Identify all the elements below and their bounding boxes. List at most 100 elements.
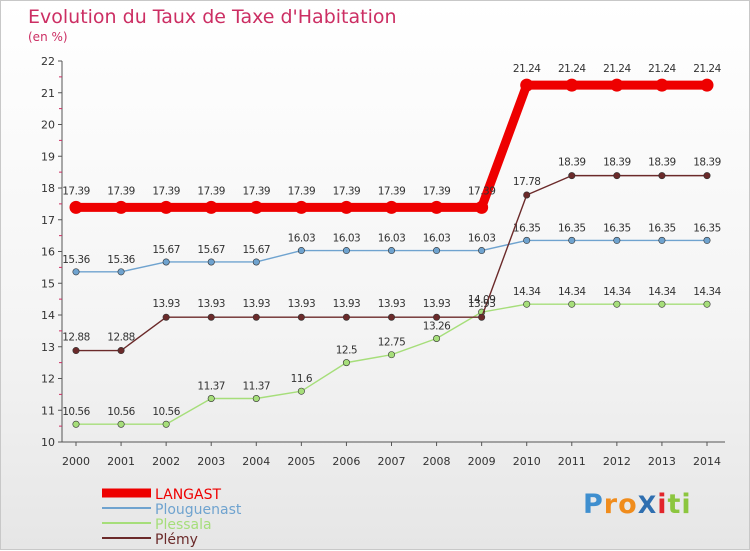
chart-title: Evolution du Taux de Taxe d'Habitation (28, 6, 397, 28)
proxiti-logo: ProXiti (583, 489, 692, 520)
x-tick-label: 2001 (107, 455, 135, 468)
data-point (159, 200, 173, 214)
y-tick-label: 11 (41, 404, 55, 417)
data-label: 21.24 (693, 63, 721, 75)
data-label: 13.93 (197, 298, 225, 310)
data-label: 16.35 (648, 222, 676, 234)
data-label: 16.35 (558, 222, 586, 234)
data-label: 16.03 (423, 233, 451, 245)
data-point (568, 172, 576, 180)
data-point (387, 351, 395, 359)
data-label: 12.88 (62, 332, 90, 344)
data-label: 17.39 (107, 185, 135, 197)
data-label: 13.93 (378, 298, 406, 310)
data-label: 17.39 (152, 185, 180, 197)
data-label: 15.67 (243, 244, 271, 256)
y-tick-label: 22 (41, 55, 55, 68)
data-point (297, 313, 305, 321)
data-point (568, 236, 576, 244)
x-tick-label: 2008 (423, 455, 451, 468)
data-label: 17.39 (333, 185, 361, 197)
data-point (207, 258, 215, 266)
data-point (613, 300, 621, 308)
data-point (523, 236, 531, 244)
data-label: 18.39 (603, 157, 631, 169)
x-tick-label: 2004 (242, 455, 270, 468)
data-point (117, 420, 125, 428)
y-tick-label: 13 (41, 341, 55, 354)
data-point (658, 300, 666, 308)
x-tick-label: 2000 (62, 455, 90, 468)
legend-label: Plouguenast (155, 502, 242, 518)
data-label: 16.03 (468, 233, 496, 245)
chart-subtitle: (en %) (28, 30, 68, 44)
data-point (252, 395, 260, 403)
y-tick-label: 17 (41, 214, 55, 227)
data-point (387, 313, 395, 321)
y-tick-label: 19 (41, 150, 55, 163)
x-tick-label: 2002 (152, 455, 180, 468)
logo-letter: t (667, 489, 682, 520)
data-point (523, 300, 531, 308)
data-label: 12.75 (378, 337, 406, 349)
data-point (655, 78, 669, 92)
data-label: 18.39 (693, 157, 721, 169)
data-label: 17.39 (62, 185, 90, 197)
data-label: 12.5 (336, 345, 357, 357)
y-tick-label: 20 (41, 119, 55, 132)
x-tick-label: 2011 (558, 455, 586, 468)
data-point (613, 236, 621, 244)
data-point (433, 247, 441, 255)
logo-letter: X (637, 491, 658, 519)
data-point (703, 300, 711, 308)
data-point (700, 78, 714, 92)
data-label: 11.6 (291, 373, 313, 385)
data-label: 17.39 (243, 185, 271, 197)
data-label: 21.24 (603, 63, 631, 75)
data-label: 11.37 (197, 381, 225, 393)
legend-label: Plessala (155, 517, 212, 533)
data-label: 15.67 (197, 244, 225, 256)
data-label: 14.34 (558, 286, 586, 298)
data-point (72, 268, 80, 276)
data-label: 13.93 (243, 298, 271, 310)
data-label: 13.93 (468, 298, 496, 310)
y-tick-label: 14 (41, 309, 55, 322)
x-tick-label: 2012 (603, 455, 631, 468)
data-label: 17.39 (197, 185, 225, 197)
data-point (162, 313, 170, 321)
data-label: 10.56 (107, 406, 135, 418)
data-label: 16.35 (513, 222, 541, 234)
x-tick-label: 2009 (468, 455, 496, 468)
legend-label: LANGAST (155, 487, 221, 503)
data-point (162, 420, 170, 428)
data-point (658, 172, 666, 180)
logo-letter: i (681, 489, 692, 520)
data-label: 13.93 (333, 298, 361, 310)
data-label: 16.03 (378, 233, 406, 245)
data-point (520, 78, 534, 92)
x-tick-label: 2013 (648, 455, 676, 468)
data-point (565, 78, 579, 92)
data-point (252, 258, 260, 266)
data-point (610, 78, 624, 92)
data-label: 21.24 (558, 63, 586, 75)
data-point (478, 247, 486, 255)
data-label: 16.35 (693, 222, 721, 234)
data-point (658, 236, 666, 244)
y-tick-label: 18 (41, 182, 55, 195)
data-point (342, 247, 350, 255)
data-point (117, 347, 125, 355)
data-point (703, 172, 711, 180)
data-label: 14.34 (513, 286, 541, 298)
data-label: 11.37 (243, 381, 271, 393)
data-point (249, 200, 263, 214)
x-tick-label: 2010 (513, 455, 541, 468)
data-point (114, 200, 128, 214)
data-label: 18.39 (648, 157, 676, 169)
data-point (207, 395, 215, 403)
data-point (162, 258, 170, 266)
data-label: 10.56 (152, 406, 180, 418)
